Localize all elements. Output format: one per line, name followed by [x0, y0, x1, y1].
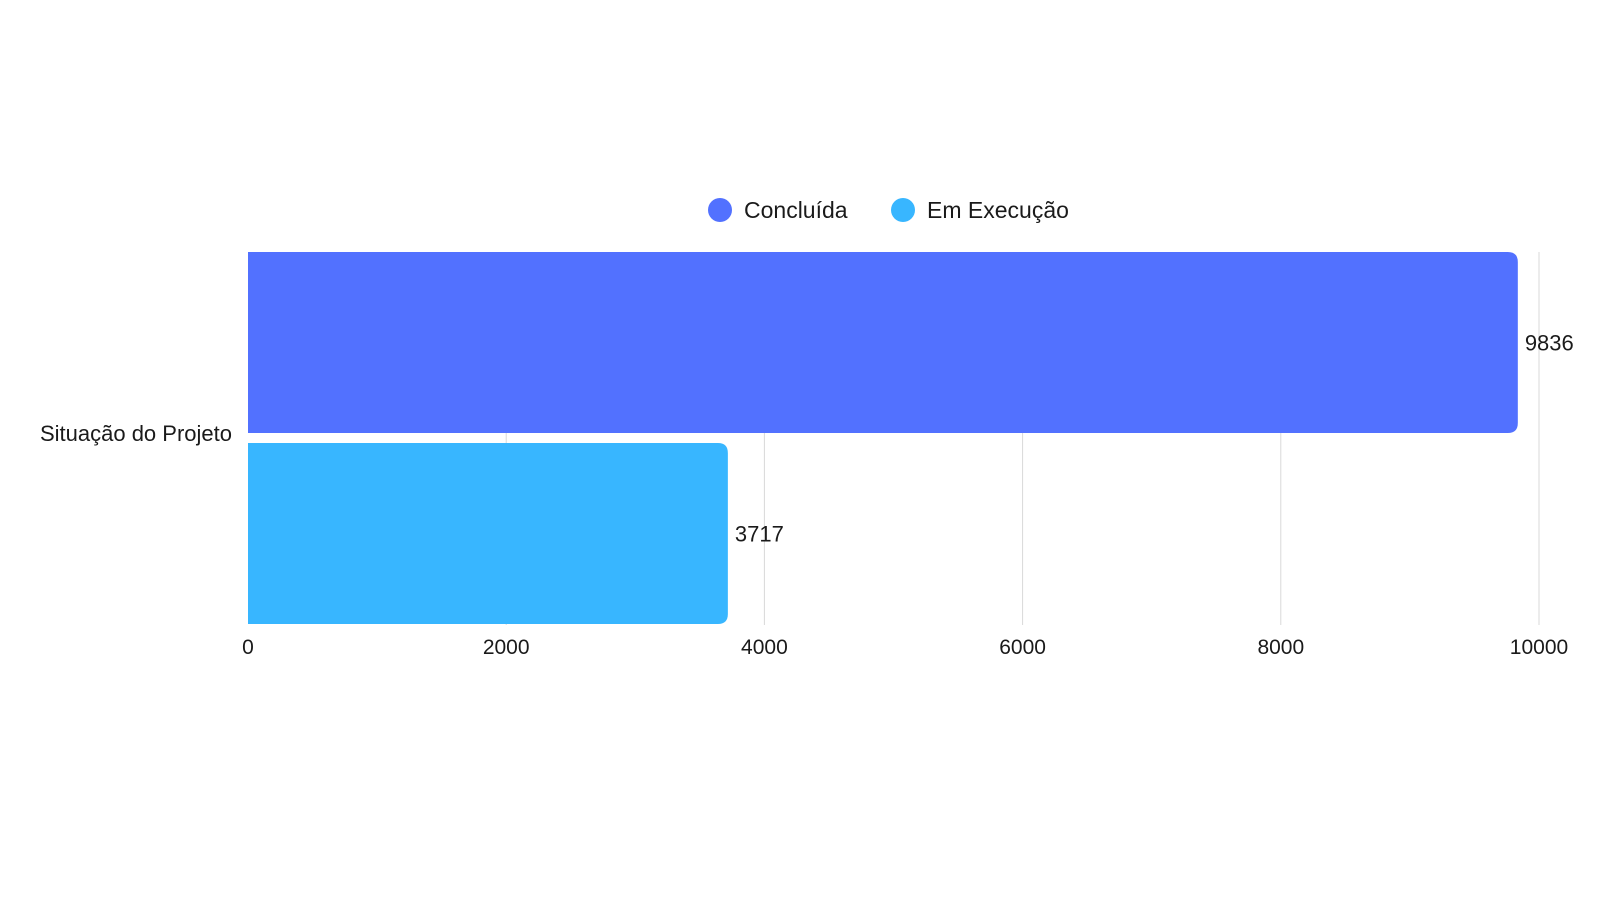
- x-axis-ticks: 0 2000 4000 6000 8000 10000: [242, 636, 1568, 659]
- bar-em-execu-o: [248, 443, 728, 624]
- legend-label: Em Execução: [927, 197, 1069, 223]
- x-tick-label: 8000: [1257, 636, 1304, 659]
- x-tick-label: 6000: [999, 636, 1046, 659]
- category-label: Situação do Projeto: [40, 421, 232, 446]
- value-labels: 9836 3717: [735, 331, 1574, 547]
- bar-conclu-da: [248, 252, 1518, 433]
- legend-marker: [891, 198, 915, 222]
- value-label: 9836: [1525, 331, 1574, 356]
- legend-label: Concluída: [744, 197, 848, 223]
- x-tick-label: 4000: [741, 636, 788, 659]
- x-tick-label: 10000: [1510, 636, 1568, 659]
- bars: [248, 252, 1518, 624]
- legend-marker: [708, 198, 732, 222]
- value-label: 3717: [735, 522, 784, 547]
- legend: Concluída Em Execução: [708, 197, 1069, 223]
- x-tick-label: 2000: [483, 636, 530, 659]
- x-tick-label: 0: [242, 636, 254, 659]
